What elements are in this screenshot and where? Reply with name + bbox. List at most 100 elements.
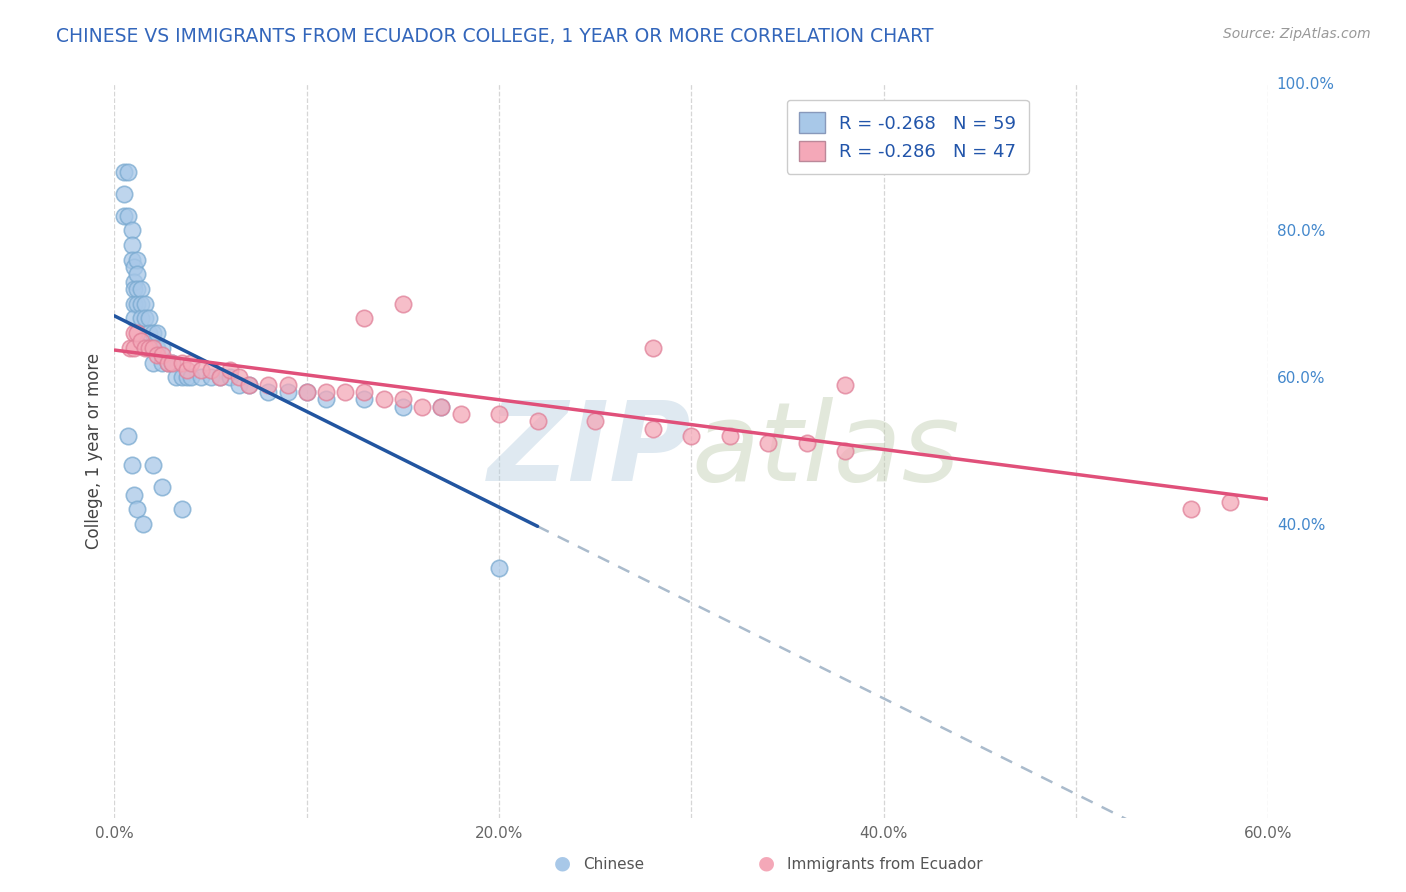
Point bbox=[681, 429, 703, 443]
Point bbox=[152, 348, 174, 362]
Point bbox=[209, 370, 232, 384]
Point bbox=[488, 407, 510, 421]
Point bbox=[392, 400, 415, 414]
Point bbox=[142, 341, 165, 355]
Point bbox=[131, 334, 153, 348]
Text: CHINESE VS IMMIGRANTS FROM ECUADOR COLLEGE, 1 YEAR OR MORE CORRELATION CHART: CHINESE VS IMMIGRANTS FROM ECUADOR COLLE… bbox=[56, 27, 934, 45]
Point bbox=[641, 341, 664, 355]
Point bbox=[295, 384, 318, 399]
Point bbox=[641, 422, 664, 436]
Point bbox=[160, 355, 183, 369]
Point bbox=[218, 363, 240, 377]
Point bbox=[117, 164, 139, 178]
Point bbox=[583, 414, 606, 428]
Point bbox=[170, 370, 193, 384]
Point bbox=[353, 384, 375, 399]
Point bbox=[152, 355, 174, 369]
Point bbox=[145, 326, 167, 341]
Point bbox=[718, 429, 741, 443]
Point bbox=[138, 341, 160, 355]
Point bbox=[112, 209, 135, 223]
Point bbox=[200, 363, 222, 377]
Point bbox=[122, 311, 145, 326]
Point bbox=[170, 355, 193, 369]
Point bbox=[122, 326, 145, 341]
Point bbox=[157, 355, 180, 369]
Point bbox=[121, 223, 143, 237]
Point bbox=[238, 377, 260, 392]
Point bbox=[134, 341, 156, 355]
Legend: R = -0.268   N = 59, R = -0.286   N = 47: R = -0.268 N = 59, R = -0.286 N = 47 bbox=[786, 100, 1029, 174]
Point bbox=[228, 370, 250, 384]
Point bbox=[127, 282, 149, 296]
Point bbox=[257, 384, 280, 399]
Point bbox=[1219, 495, 1241, 509]
Point bbox=[127, 268, 149, 282]
Text: atlas: atlas bbox=[692, 397, 960, 504]
Point bbox=[127, 252, 149, 267]
Point bbox=[117, 209, 139, 223]
Point bbox=[796, 436, 818, 450]
Point bbox=[180, 370, 202, 384]
Point bbox=[152, 341, 174, 355]
Point bbox=[165, 370, 187, 384]
Y-axis label: College, 1 year or more: College, 1 year or more bbox=[86, 352, 103, 549]
Text: Source: ZipAtlas.com: Source: ZipAtlas.com bbox=[1223, 27, 1371, 41]
Point bbox=[450, 407, 472, 421]
Point bbox=[157, 355, 180, 369]
Point bbox=[121, 458, 143, 473]
Point bbox=[112, 186, 135, 201]
Point bbox=[122, 341, 145, 355]
Point bbox=[315, 384, 337, 399]
Point bbox=[118, 341, 141, 355]
Point bbox=[122, 282, 145, 296]
Point bbox=[138, 311, 160, 326]
Text: ●: ● bbox=[758, 854, 775, 872]
Point bbox=[142, 355, 165, 369]
Text: ZIP: ZIP bbox=[488, 397, 692, 504]
Point bbox=[276, 384, 298, 399]
Point bbox=[142, 458, 165, 473]
Point bbox=[132, 517, 155, 532]
Point bbox=[411, 400, 433, 414]
Point bbox=[190, 363, 212, 377]
Point bbox=[138, 326, 160, 341]
Point bbox=[176, 370, 198, 384]
Point bbox=[160, 355, 183, 369]
Point bbox=[127, 326, 149, 341]
Point bbox=[392, 297, 415, 311]
Point bbox=[134, 311, 156, 326]
Point bbox=[131, 311, 153, 326]
Point bbox=[257, 377, 280, 392]
Point bbox=[335, 384, 357, 399]
Point bbox=[127, 502, 149, 516]
Text: ●: ● bbox=[554, 854, 571, 872]
Point bbox=[373, 392, 395, 407]
Point bbox=[218, 370, 240, 384]
Point bbox=[170, 502, 193, 516]
Point bbox=[145, 348, 167, 362]
Point bbox=[152, 480, 174, 494]
Point bbox=[315, 392, 337, 407]
Point bbox=[122, 488, 145, 502]
Point bbox=[1180, 502, 1202, 516]
Point bbox=[430, 400, 453, 414]
Point bbox=[295, 384, 318, 399]
Text: Chinese: Chinese bbox=[583, 857, 644, 872]
Point bbox=[353, 311, 375, 326]
Point bbox=[145, 341, 167, 355]
Point bbox=[121, 238, 143, 252]
Point bbox=[834, 443, 856, 458]
Point bbox=[228, 377, 250, 392]
Point bbox=[834, 377, 856, 392]
Point bbox=[142, 326, 165, 341]
Point bbox=[121, 252, 143, 267]
Point bbox=[117, 429, 139, 443]
Point bbox=[127, 297, 149, 311]
Point bbox=[238, 377, 260, 392]
Point bbox=[392, 392, 415, 407]
Point bbox=[122, 297, 145, 311]
Point bbox=[756, 436, 779, 450]
Point bbox=[176, 363, 198, 377]
Point bbox=[190, 370, 212, 384]
